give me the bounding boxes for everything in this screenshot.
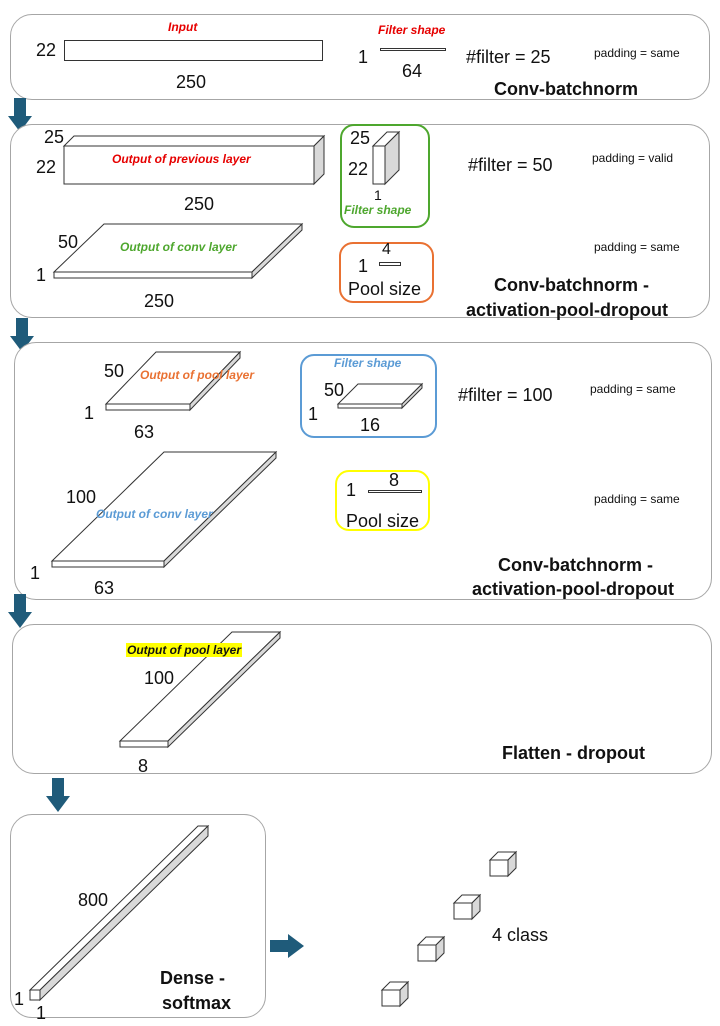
filter-shape-label: Filter shape bbox=[378, 23, 446, 37]
conv-output-label: Output of conv layer bbox=[120, 240, 237, 254]
filter-rect bbox=[380, 48, 446, 51]
filter-height-label: 1 bbox=[358, 47, 369, 67]
filter-depth-label: 50 bbox=[324, 380, 345, 400]
conv-depth-label: 50 bbox=[58, 232, 79, 252]
pool-width-label: 63 bbox=[134, 422, 155, 442]
prev-depth-label: 25 bbox=[44, 127, 65, 147]
layer-title-line1: Dense - bbox=[160, 968, 226, 988]
pool-output-label: Output of pool layer bbox=[140, 368, 254, 382]
pool-size-label: Pool size bbox=[348, 279, 422, 299]
layer-title-line2: activation-pool-dropout bbox=[466, 300, 668, 320]
depth-label: 800 bbox=[78, 890, 109, 910]
pool-output-label: Output of pool layer bbox=[126, 643, 242, 657]
filter-shape-label: Filter shape bbox=[334, 356, 402, 370]
pool-width-label: 8 bbox=[389, 470, 400, 490]
padding-same-label: padding = same bbox=[594, 240, 680, 254]
filter-shape-label: Filter shape bbox=[344, 203, 412, 217]
filter-height-label: 22 bbox=[348, 159, 369, 179]
nfilter-label: #filter = 25 bbox=[466, 47, 551, 67]
input-rect bbox=[64, 40, 323, 61]
filter-shape-box bbox=[300, 354, 437, 438]
pool-height-label: 1 bbox=[346, 480, 357, 500]
pool-size-box bbox=[339, 242, 434, 303]
width-label: 8 bbox=[138, 756, 149, 776]
pool-size-box bbox=[335, 470, 430, 531]
pool-height-label: 1 bbox=[84, 403, 95, 423]
pool-rect bbox=[368, 490, 422, 493]
conv-width-label: 250 bbox=[144, 291, 175, 311]
padding-label: padding = same bbox=[594, 46, 680, 60]
pool-width-label: 4 bbox=[382, 241, 391, 258]
pool-height-label: 1 bbox=[358, 256, 369, 276]
pool-depth-label: 50 bbox=[104, 361, 125, 381]
filter-shape-box bbox=[340, 124, 430, 228]
nfilter-label: #filter = 50 bbox=[468, 155, 553, 175]
nfilter-label: #filter = 100 bbox=[458, 385, 553, 405]
filter-depth-label: 25 bbox=[350, 128, 371, 148]
conv-height-label: 1 bbox=[30, 563, 41, 583]
filter-width-label: 64 bbox=[402, 61, 423, 81]
input-label: Input bbox=[168, 20, 198, 34]
input-width-label: 250 bbox=[176, 72, 207, 92]
padding-same-label: padding = same bbox=[590, 382, 676, 396]
layer-title-line2: activation-pool-dropout bbox=[472, 579, 674, 599]
pool-size-label: Pool size bbox=[346, 511, 420, 531]
conv-output-label: Output of conv layer bbox=[96, 507, 213, 521]
depth-label: 100 bbox=[144, 668, 175, 688]
filter-width-label: 16 bbox=[360, 415, 381, 435]
prev-output-label: Output of previous layer bbox=[112, 152, 251, 166]
height-label: 1 bbox=[14, 989, 25, 1009]
input-height-label: 22 bbox=[36, 40, 57, 60]
width-label: 1 bbox=[36, 1003, 47, 1023]
prev-width-label: 250 bbox=[184, 194, 215, 214]
prev-height-label: 22 bbox=[36, 157, 57, 177]
layer-title: Conv-batchnorm bbox=[494, 79, 638, 99]
layer-title-line1: Conv-batchnorm - bbox=[494, 275, 649, 295]
down-arrow-icon bbox=[46, 778, 70, 812]
padding-same-label: padding = same bbox=[594, 492, 680, 506]
layer-title: Flatten - dropout bbox=[502, 743, 645, 763]
layer-title-line2: softmax bbox=[162, 993, 232, 1013]
right-arrow-icon bbox=[270, 934, 304, 958]
filter-height-label: 1 bbox=[308, 404, 319, 424]
down-arrow-icon bbox=[8, 594, 32, 628]
pool-rect bbox=[379, 262, 401, 266]
conv-width-label: 63 bbox=[94, 578, 115, 598]
padding-valid-label: padding = valid bbox=[592, 151, 674, 165]
conv-height-label: 1 bbox=[36, 265, 47, 285]
conv-depth-label: 100 bbox=[66, 487, 97, 507]
filter-width-label: 1 bbox=[374, 187, 382, 203]
class-count-label: 4 class bbox=[492, 925, 549, 945]
down-arrow-icon bbox=[8, 98, 32, 132]
layer-title-line1: Conv-batchnorm - bbox=[498, 555, 653, 575]
